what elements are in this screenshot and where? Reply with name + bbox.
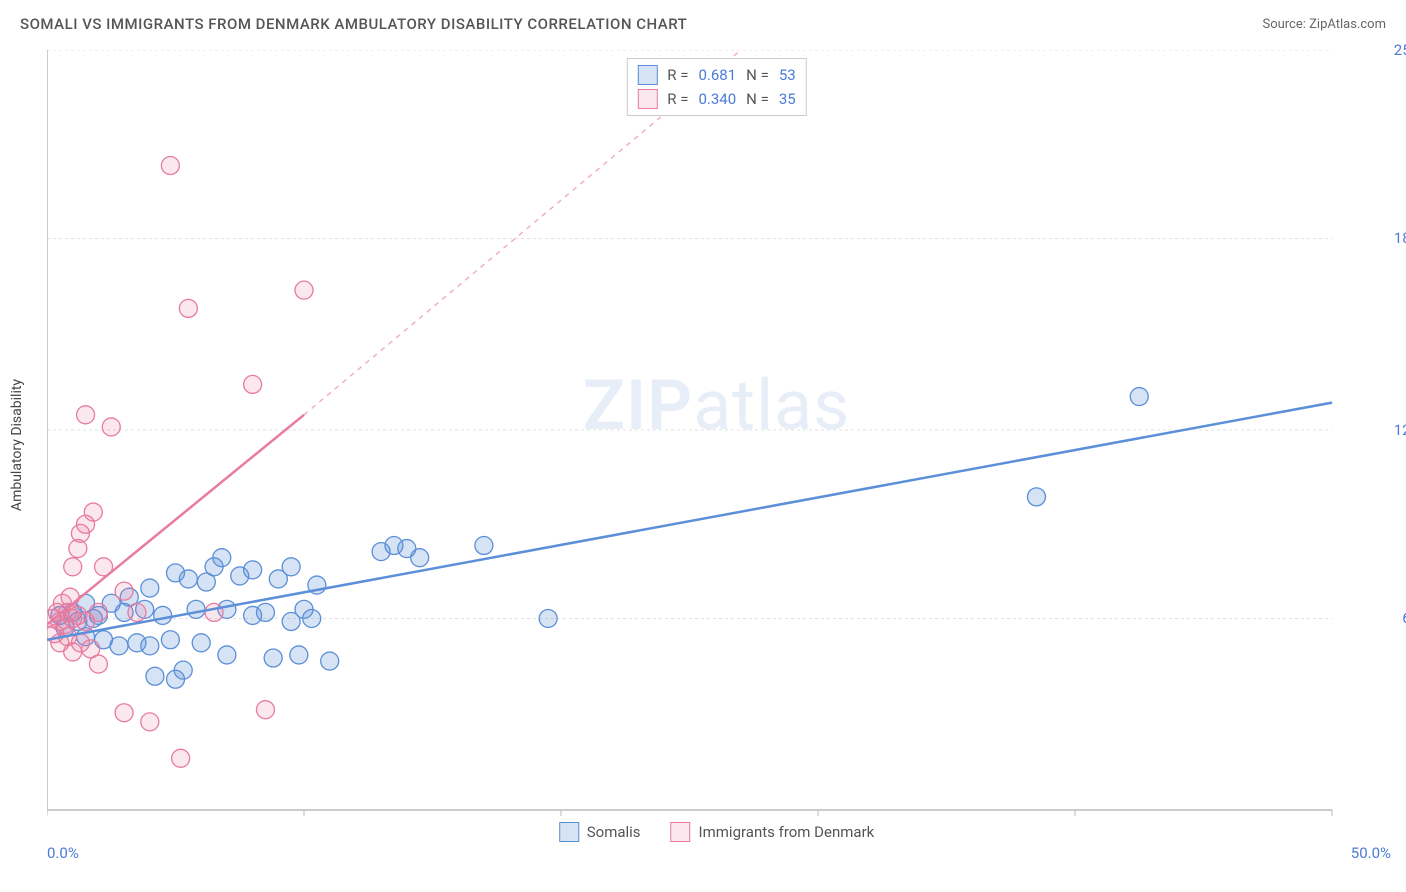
legend-n-value: 53	[779, 66, 796, 84]
chart-header: SOMALI VS IMMIGRANTS FROM DENMARK AMBULA…	[0, 0, 1406, 40]
legend-r-label: R =	[667, 90, 688, 108]
legend-correlation: R = 0.681 N = 53 R = 0.340 N = 35	[626, 58, 806, 116]
legend-label: Immigrants from Denmark	[699, 823, 875, 841]
legend-swatch	[637, 89, 657, 109]
legend-label: Somalis	[587, 823, 641, 841]
y-tick-label: 6.3%	[1402, 609, 1406, 627]
legend-swatch	[637, 65, 657, 85]
legend-n-label: N =	[746, 90, 769, 108]
legend-row: R = 0.681 N = 53	[637, 63, 795, 87]
chart-container: Ambulatory Disability ZIPatlas R = 0.681…	[47, 50, 1386, 840]
y-tick-label: 18.8%	[1394, 229, 1406, 247]
legend-series: Somalis Immigrants from Denmark	[559, 822, 875, 842]
y-tick-label: 25.0%	[1394, 41, 1406, 59]
legend-n-label: N =	[746, 66, 769, 84]
y-axis-label: Ambulatory Disability	[9, 379, 25, 511]
legend-r-label: R =	[667, 66, 688, 84]
legend-row: R = 0.340 N = 35	[637, 87, 795, 111]
x-tick-min: 0.0%	[47, 844, 79, 862]
chart-title: SOMALI VS IMMIGRANTS FROM DENMARK AMBULA…	[20, 15, 687, 33]
chart-source: Source: ZipAtlas.com	[1262, 17, 1386, 32]
scatter-chart	[47, 50, 1386, 840]
y-tick-label: 12.5%	[1394, 421, 1406, 439]
x-tick-max: 50.0%	[1351, 844, 1391, 862]
legend-n-value: 35	[779, 90, 796, 108]
legend-swatch	[671, 822, 691, 842]
legend-item: Immigrants from Denmark	[671, 822, 875, 842]
legend-swatch	[559, 822, 579, 842]
legend-r-value: 0.340	[698, 90, 736, 108]
legend-item: Somalis	[559, 822, 641, 842]
legend-r-value: 0.681	[698, 66, 736, 84]
